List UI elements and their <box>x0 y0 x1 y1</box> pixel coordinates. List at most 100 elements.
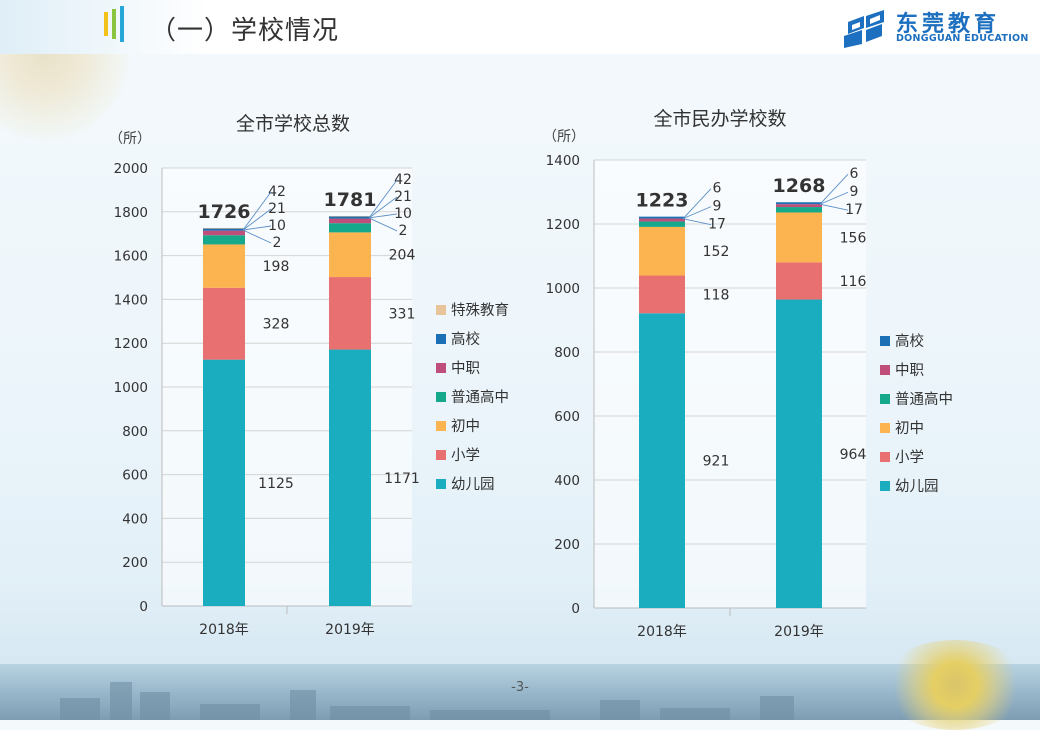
legend-label-高校: 高校 <box>895 333 924 350</box>
y-tick-label: 800 <box>554 345 580 361</box>
bar-segment-幼儿园-2018年 <box>639 313 685 608</box>
x-tick-label: 2019年 <box>774 624 824 640</box>
data-label-中职: 9 <box>713 199 722 215</box>
legend-swatch-初中 <box>436 421 446 431</box>
data-label-小学: 118 <box>703 287 730 303</box>
legend-label-小学: 小学 <box>451 447 480 464</box>
page-title: （一）学校情况 <box>150 16 340 46</box>
bar-segment-高校-2018年 <box>639 216 685 219</box>
data-label-高校: 10 <box>268 218 286 234</box>
data-label-初中: 152 <box>703 244 730 260</box>
legend-swatch-小学 <box>880 452 890 462</box>
y-tick-label: 1000 <box>114 380 148 396</box>
y-tick-label: 400 <box>554 473 580 489</box>
plot-area <box>594 160 866 608</box>
logo-mark-icon <box>844 10 884 48</box>
legend-label-幼儿园: 幼儿园 <box>895 478 939 495</box>
bar-total-label: 1268 <box>773 175 826 197</box>
bar-segment-幼儿园-2019年 <box>329 349 371 606</box>
bar-segment-普通高中-2018年 <box>203 235 245 245</box>
y-tick-label: 800 <box>122 424 148 440</box>
y-tick-label: 0 <box>139 599 148 615</box>
y-tick-label: 200 <box>122 555 148 571</box>
bar-segment-幼儿园-2019年 <box>776 299 822 608</box>
bar-segment-初中-2018年 <box>203 244 245 288</box>
legend-label-中职: 中职 <box>451 360 480 377</box>
leader-line <box>819 191 849 205</box>
bar-segment-初中-2019年 <box>776 212 822 263</box>
bar-segment-特殊教育-2019年 <box>329 215 371 217</box>
data-label-小学: 331 <box>389 306 416 322</box>
leader-line <box>242 229 272 244</box>
legend-swatch-初中 <box>880 423 890 433</box>
leader-line <box>242 208 272 231</box>
chart-title: 全市民办学校数 <box>653 108 786 130</box>
bar-segment-中职-2019年 <box>776 204 822 208</box>
data-label-小学: 116 <box>840 274 867 290</box>
x-tick-label: 2018年 <box>637 624 687 640</box>
accent-bar-blue <box>120 6 124 42</box>
legend-label-幼儿园: 幼儿园 <box>451 476 495 493</box>
data-label-幼儿园: 964 <box>840 447 867 463</box>
bar-segment-普通高中-2019年 <box>776 207 822 213</box>
header-bar: （一）学校情况 东莞教育 DONGGUAN EDUCATION <box>0 0 1040 54</box>
bar-segment-初中-2019年 <box>329 232 371 278</box>
legend-swatch-普通高中 <box>436 392 446 402</box>
y-tick-label: 1800 <box>114 205 148 221</box>
accent-bar-green <box>112 9 116 39</box>
leader-line <box>819 173 849 205</box>
sunflower-decoration-bottom <box>880 640 1030 730</box>
leader-line <box>682 218 712 226</box>
legend-swatch-普通高中 <box>880 394 890 404</box>
data-label-普通高中: 42 <box>394 172 412 188</box>
y-tick-label: 2000 <box>114 161 148 177</box>
bar-segment-小学-2019年 <box>329 277 371 350</box>
y-tick-label: 1200 <box>114 336 148 352</box>
bar-segment-中职-2019年 <box>329 218 371 224</box>
data-label-初中: 204 <box>389 248 416 264</box>
legend-label-普通高中: 普通高中 <box>895 391 953 408</box>
dongguan-education-logo: 东莞教育 DONGGUAN EDUCATION <box>842 6 1032 48</box>
leader-line <box>368 196 398 219</box>
y-tick-label: 1200 <box>546 217 580 233</box>
leader-line <box>682 206 712 220</box>
data-label-小学: 328 <box>263 317 290 333</box>
y-tick-label: 600 <box>122 468 148 484</box>
y-axis-label: （所） <box>543 129 585 145</box>
footer-banner <box>0 664 1040 720</box>
bar-total-label: 1781 <box>324 189 377 211</box>
legend-label-中职: 中职 <box>895 362 924 379</box>
bar-segment-小学-2019年 <box>776 262 822 300</box>
page-number: -3- <box>511 680 529 695</box>
y-axis-label: （所） <box>109 131 151 147</box>
data-label-中职: 21 <box>268 201 286 217</box>
chart-title: 全市学校总数 <box>236 113 350 135</box>
data-label-高校: 6 <box>713 181 722 197</box>
leader-line <box>819 203 849 211</box>
leader-line <box>242 191 272 231</box>
bar-segment-小学-2018年 <box>203 287 245 360</box>
data-label-高校: 10 <box>394 206 412 222</box>
bar-segment-高校-2018年 <box>203 228 245 231</box>
bar-segment-普通高中-2018年 <box>639 221 685 227</box>
bar-segment-中职-2018年 <box>203 230 245 236</box>
leader-line <box>368 213 398 219</box>
data-label-中职: 9 <box>850 184 859 200</box>
legend-label-普通高中: 普通高中 <box>451 389 509 406</box>
data-label-普通高中: 42 <box>268 184 286 200</box>
legend-swatch-中职 <box>880 365 890 375</box>
accent-bar-yellow <box>104 12 108 36</box>
data-label-普通高中: 17 <box>845 202 863 218</box>
x-tick-label: 2019年 <box>325 622 375 638</box>
legend-swatch-幼儿园 <box>436 479 446 489</box>
data-label-普通高中: 17 <box>708 217 726 233</box>
y-tick-label: 1000 <box>546 281 580 297</box>
bar-segment-初中-2018年 <box>639 226 685 276</box>
legend-swatch-特殊教育 <box>436 305 446 315</box>
leader-line <box>368 179 398 219</box>
y-tick-label: 1600 <box>114 249 148 265</box>
y-tick-label: 0 <box>571 601 580 617</box>
legend-label-高校: 高校 <box>451 331 480 348</box>
data-label-中职: 21 <box>394 189 412 205</box>
legend-swatch-高校 <box>880 336 890 346</box>
